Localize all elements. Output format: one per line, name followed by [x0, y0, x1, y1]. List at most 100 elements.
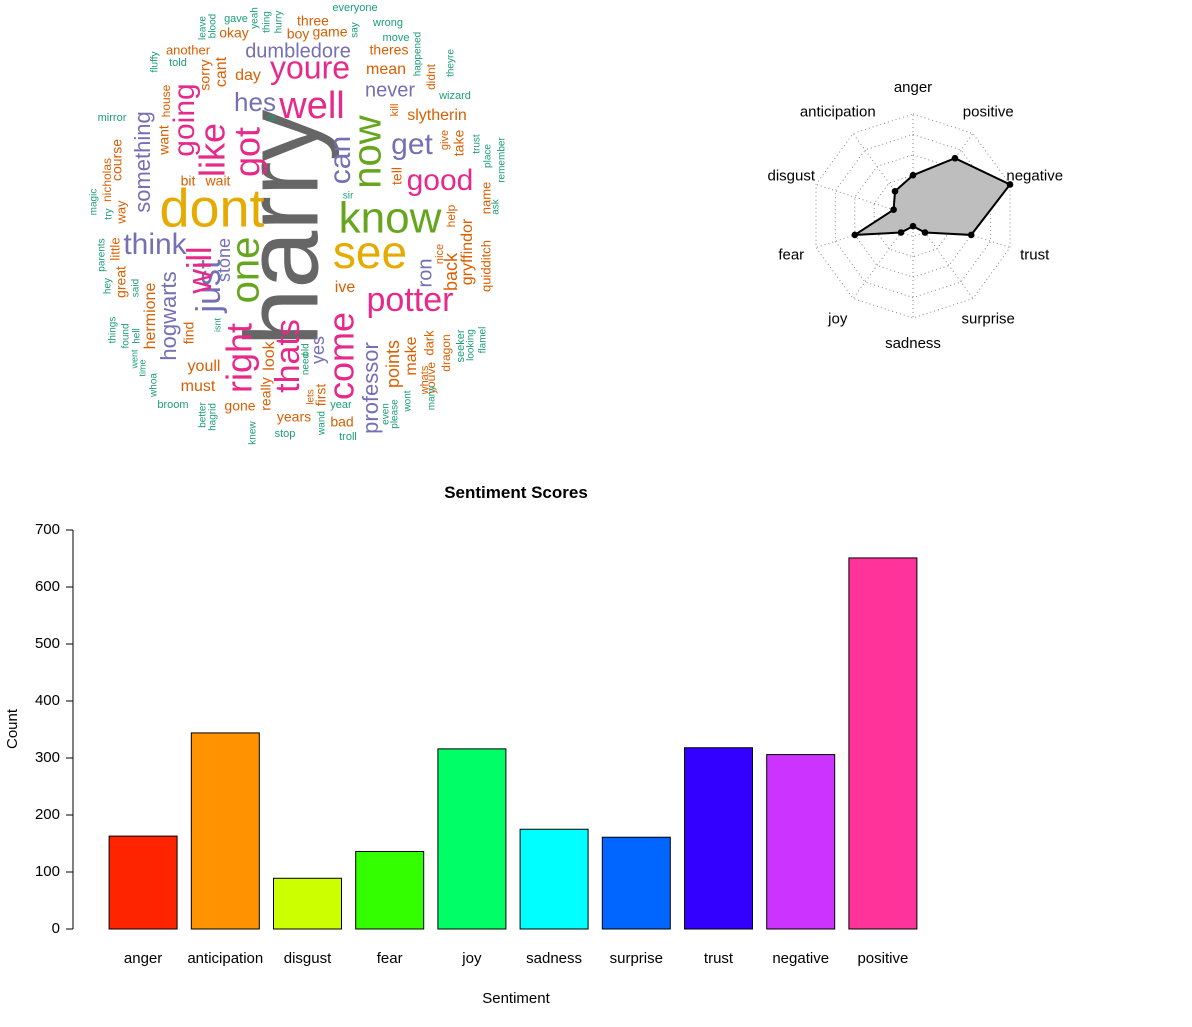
- bar-anticipation: [190, 732, 260, 930]
- bar-sadness: [519, 828, 589, 930]
- wordcloud-word: found: [121, 323, 132, 348]
- wordcloud-word: better: [198, 402, 209, 428]
- x-tick-label: positive: [857, 950, 908, 967]
- wordcloud-word: whats: [419, 365, 431, 395]
- wordcloud-word: ask: [491, 198, 502, 215]
- wordcloud-word: ron: [414, 259, 436, 288]
- wordcloud-word: look: [261, 340, 278, 370]
- y-axis-label: Count: [4, 708, 21, 749]
- radar-axis-label: sadness: [885, 335, 941, 352]
- x-tick-label: negative: [772, 950, 829, 967]
- x-tick-label: anticipation: [187, 950, 263, 967]
- wordcloud-word: theres: [370, 42, 409, 58]
- radar-point: [951, 154, 959, 162]
- wordcloud-word: professor: [358, 342, 383, 434]
- wordcloud-word: gryffindor: [459, 218, 476, 285]
- wordcloud-word: really: [258, 377, 274, 410]
- wordcloud-word: points: [383, 340, 403, 388]
- wordcloud-word: sir: [343, 191, 354, 202]
- radar-axis-label: negative: [1006, 167, 1063, 184]
- wordcloud-word: dont: [159, 178, 264, 238]
- wordcloud-word: fluffy: [150, 52, 161, 73]
- wordcloud-word: great: [113, 266, 129, 298]
- bar-disgust: [273, 877, 342, 930]
- radar-axis-label: trust: [1020, 247, 1050, 264]
- wordcloud-word: first: [313, 384, 329, 407]
- radar-chart: anger positive negative trust surprise sadnes…: [767, 79, 1063, 352]
- wordcloud-word: boy: [287, 26, 310, 42]
- wordcloud-word: youll: [188, 358, 221, 375]
- wordcloud-word: wait: [205, 173, 231, 189]
- wordcloud-word: knew: [248, 421, 259, 445]
- wordcloud-word: ive: [335, 279, 356, 296]
- wordcloud-word: slytherin: [407, 107, 467, 124]
- wordcloud-word: try: [104, 208, 115, 219]
- wordcloud-word: wizard: [438, 90, 471, 102]
- x-tick-label: trust: [704, 950, 734, 967]
- wordcloud-word: name: [478, 182, 493, 215]
- wordcloud-word: another: [166, 42, 211, 57]
- x-tick-labels: anger anticipation disgust fear joy sadness su…: [124, 950, 908, 967]
- wordcloud-word: say: [350, 22, 361, 38]
- wordcloud-word: parents: [97, 238, 108, 271]
- wordcloud-word: can: [324, 136, 357, 184]
- wordcloud-word: well: [278, 85, 344, 127]
- wordcloud-word: many: [427, 386, 438, 410]
- radar-point: [909, 171, 917, 179]
- x-axis-label: Sentiment: [482, 990, 550, 1007]
- wordcloud-word: going: [168, 83, 201, 156]
- wordcloud-word: gone: [224, 398, 255, 414]
- bar-chart: Sentiment Scores Sentiment Count 0 100 200…: [4, 483, 918, 1007]
- y-tick-label: 700: [35, 521, 60, 538]
- wordcloud-word: know: [339, 194, 442, 243]
- wordcloud-word: wrong: [372, 17, 403, 29]
- wordcloud-word: wand: [317, 411, 328, 436]
- wordcloud-word: need: [301, 353, 312, 375]
- wordcloud-word: move: [383, 32, 410, 44]
- radar-axis-label: positive: [963, 103, 1014, 120]
- wordcloud-word: like: [192, 123, 233, 177]
- wordcloud-word: bad: [330, 414, 353, 430]
- wordcloud-word: good: [407, 164, 474, 197]
- radar-point: [891, 187, 899, 195]
- wordcloud-word: year: [330, 399, 352, 411]
- x-tick-label: surprise: [610, 950, 663, 967]
- wordcloud-word: old: [301, 343, 312, 356]
- wordcloud-word: house: [159, 84, 173, 117]
- wordcloud-word: youre: [270, 49, 350, 85]
- wordcloud-word: dark: [421, 330, 436, 356]
- wordcloud-word: lets: [306, 389, 317, 405]
- y-tick-label: 600: [35, 578, 60, 595]
- wordcloud-word: course: [109, 139, 125, 181]
- wordcloud-word: hogwarts: [156, 271, 181, 360]
- radar-axis-label: joy: [827, 311, 848, 328]
- wordcloud-word: right: [219, 323, 260, 393]
- wordcloud-word: will: [181, 246, 219, 294]
- wordcloud-word: nicholas: [100, 158, 114, 202]
- bar-surprise: [601, 836, 671, 930]
- wordcloud-word: make: [403, 336, 420, 375]
- wordcloud-word: stop: [275, 428, 296, 440]
- wordcloud-word: yes: [308, 336, 328, 364]
- wordcloud-word: just: [190, 259, 228, 313]
- wordcloud-word: get: [391, 128, 433, 161]
- wordcloud-word: happened: [413, 32, 424, 77]
- y-tick-label: 400: [35, 692, 60, 709]
- wordcloud-word: quidditch: [478, 240, 493, 292]
- wordcloud-word: youve: [424, 362, 438, 394]
- wordcloud-word: help: [444, 204, 458, 227]
- radar-axis-label: disgust: [767, 167, 815, 184]
- wordcloud-word: gave: [224, 13, 248, 25]
- wordcloud-word: theyre: [446, 49, 457, 77]
- bar-negative: [766, 754, 836, 930]
- wordcloud-word: one: [224, 237, 268, 304]
- radar-axis-label: surprise: [962, 311, 1015, 328]
- wordcloud-word: mirror: [98, 112, 127, 124]
- wordcloud-word: everyone: [332, 2, 377, 14]
- wordcloud-word: looking: [466, 329, 477, 361]
- wordcloud-word: sorry: [197, 59, 213, 90]
- wordcloud-word: please: [390, 399, 401, 429]
- y-tick-label: 300: [35, 749, 60, 766]
- wordcloud-word: must: [181, 378, 216, 395]
